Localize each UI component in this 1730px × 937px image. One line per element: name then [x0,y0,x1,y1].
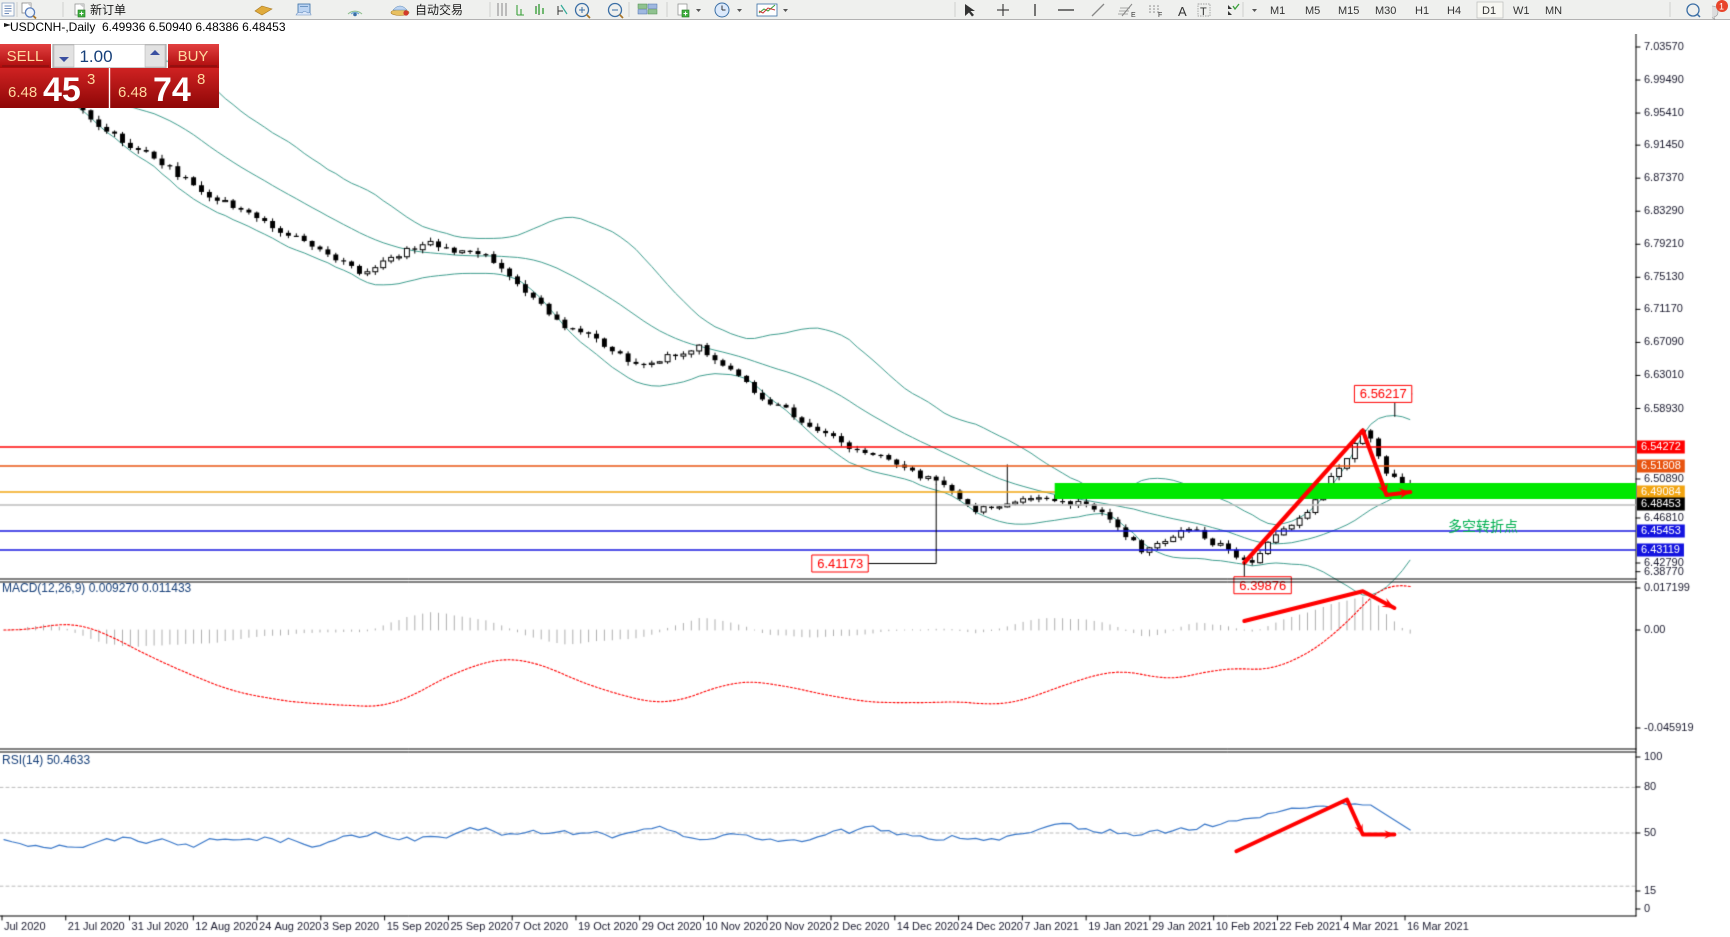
svg-text:W1: W1 [1513,5,1530,17]
svg-text:T: T [1200,6,1207,18]
svg-text:1: 1 [1719,2,1724,12]
svg-text:M5: M5 [1305,5,1320,17]
svg-text:BUY: BUY [178,48,209,65]
svg-text:SELL: SELL [7,48,44,65]
svg-text:8: 8 [197,71,205,88]
svg-text:74: 74 [153,71,191,108]
svg-text:F: F [1158,12,1162,19]
svg-text:M15: M15 [1338,5,1359,17]
svg-text:45: 45 [43,71,81,108]
svg-text:MN: MN [1545,5,1562,17]
svg-text:H1: H1 [1415,5,1429,17]
svg-text:自动交易: 自动交易 [415,2,463,17]
svg-text:1.00: 1.00 [79,47,112,66]
svg-text:3: 3 [87,71,95,88]
svg-text:A: A [1178,4,1187,19]
svg-text:M30: M30 [1375,5,1396,17]
svg-text:6.48: 6.48 [118,84,147,101]
svg-text:E: E [1131,12,1136,19]
svg-text:新订单: 新订单 [90,2,126,17]
svg-text:M1: M1 [1270,5,1285,17]
svg-text:6.48: 6.48 [8,84,37,101]
svg-text:H4: H4 [1447,5,1461,17]
svg-text:D1: D1 [1482,5,1496,17]
